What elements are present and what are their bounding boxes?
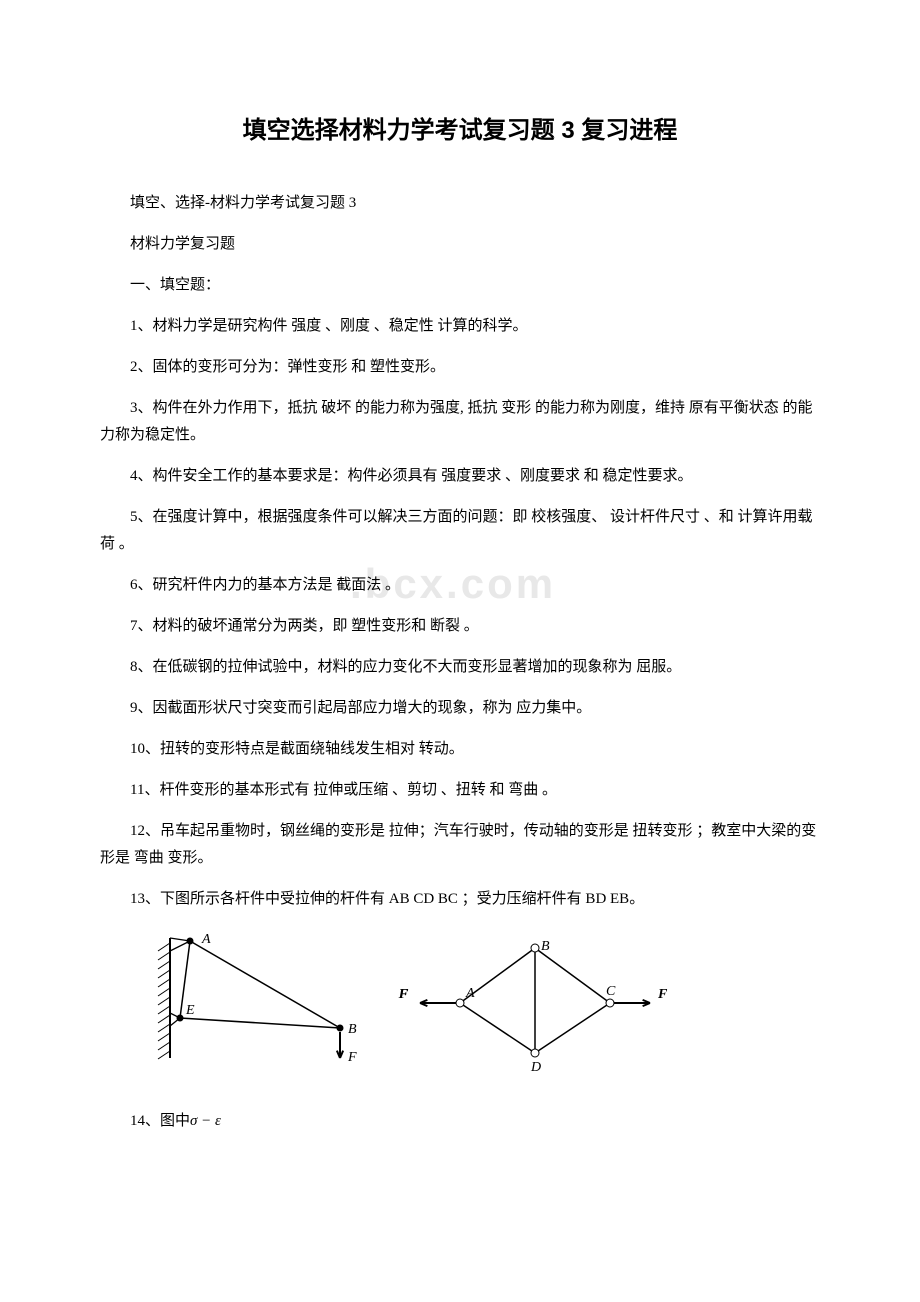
svg-text:F: F [347, 1050, 357, 1065]
diagram-svg: AEBFABCDFFF [140, 933, 700, 1078]
section-line: 材料力学复习题 [100, 231, 820, 258]
q14-prefix: 14、图中 [130, 1113, 190, 1129]
section-heading: 一、填空题： [100, 272, 820, 299]
svg-text:B: B [541, 939, 550, 954]
question-12: 12、吊车起吊重物时，钢丝绳的变形是 拉伸；汽车行驶时，传动轴的变形是 扭转变形… [100, 818, 820, 872]
page-title: 填空选择材料力学考试复习题 3 复习进程 [100, 110, 820, 145]
svg-text:C: C [606, 984, 616, 999]
question-13: 13、下图所示各杆件中受拉伸的杆件有 AB CD BC ；受力压缩杆件有 BD … [100, 886, 820, 913]
question-5: 5、在强度计算中，根据强度条件可以解决三方面的问题：即 校核强度、 设计杆件尺寸… [100, 504, 820, 558]
q14-formula: σ − ε [190, 1113, 221, 1129]
question-7: 7、材料的破坏通常分为两类，即 塑性变形和 断裂 。 [100, 613, 820, 640]
question-3: 3、构件在外力作用下，抵抗 破坏 的能力称为强度, 抵抗 变形 的能力称为刚度，… [100, 395, 820, 449]
question-9: 9、因截面形状尺寸突变而引起局部应力增大的现象，称为 应力集中。 [100, 695, 820, 722]
question-8: 8、在低碳钢的拉伸试验中，材料的应力变化不大而变形显著增加的现象称为 屈服。 [100, 654, 820, 681]
question-2: 2、固体的变形可分为：弹性变形 和 塑性变形。 [100, 354, 820, 381]
question-14: 14、图中σ − ε [100, 1108, 820, 1135]
svg-text:A: A [201, 933, 211, 947]
svg-text:E: E [185, 1003, 195, 1018]
question-1: 1、材料力学是研究构件 强度 、刚度 、稳定性 计算的科学。 [100, 313, 820, 340]
question-6: 6、研究杆件内力的基本方法是 截面法 。 [100, 572, 820, 599]
question-10: 10、扭转的变形特点是截面绕轴线发生相对 转动。 [100, 736, 820, 763]
svg-text:B: B [348, 1022, 357, 1037]
truss-diagram: AEBFABCDFFF [140, 933, 820, 1083]
svg-text:F: F [657, 987, 668, 1002]
svg-text:A: A [465, 986, 475, 1001]
question-11: 11、杆件变形的基本形式有 拉伸或压缩 、剪切 、扭转 和 弯曲 。 [100, 777, 820, 804]
svg-text:D: D [530, 1060, 541, 1075]
svg-text:F: F [398, 987, 409, 1002]
question-4: 4、构件安全工作的基本要求是：构件必须具有 强度要求 、刚度要求 和 稳定性要求… [100, 463, 820, 490]
subtitle-line: 填空、选择-材料力学考试复习题 3 [100, 190, 820, 217]
